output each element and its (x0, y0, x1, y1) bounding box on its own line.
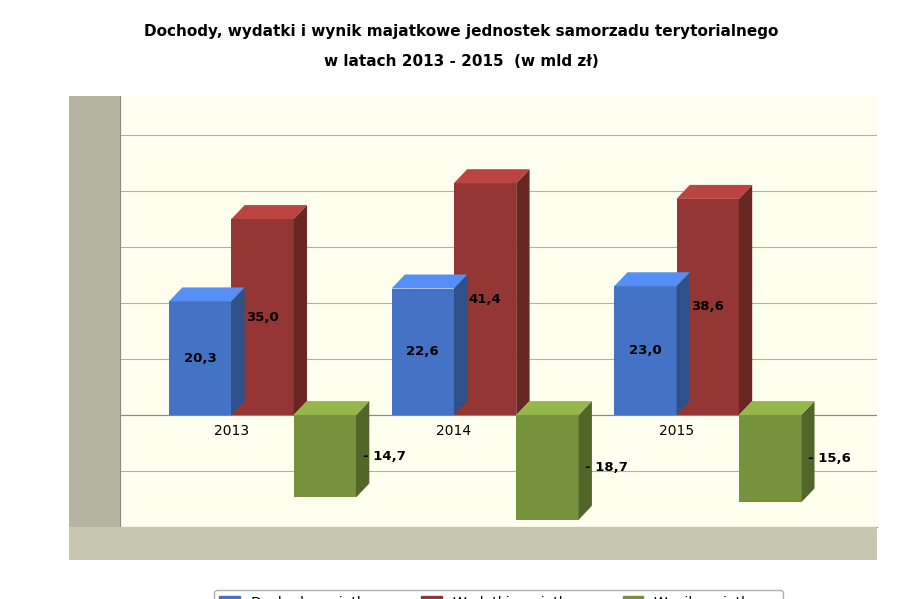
Polygon shape (391, 289, 454, 415)
Polygon shape (169, 288, 245, 301)
Polygon shape (579, 401, 592, 520)
Polygon shape (614, 273, 689, 286)
Text: 35,0: 35,0 (246, 310, 279, 323)
Text: - 15,6: - 15,6 (808, 452, 851, 465)
Polygon shape (356, 401, 369, 497)
Polygon shape (454, 183, 516, 415)
Text: w latach 2013 - 2015  (w mld zł): w latach 2013 - 2015 (w mld zł) (324, 54, 599, 69)
Polygon shape (391, 274, 467, 289)
Text: 38,6: 38,6 (691, 301, 725, 313)
Text: 2013: 2013 (214, 423, 249, 437)
Polygon shape (677, 273, 689, 415)
Text: - 14,7: - 14,7 (363, 450, 405, 463)
Polygon shape (516, 415, 579, 520)
Polygon shape (454, 169, 530, 183)
Text: 22,6: 22,6 (406, 345, 439, 358)
Polygon shape (738, 415, 801, 503)
Text: 23,0: 23,0 (629, 344, 662, 357)
Polygon shape (454, 274, 467, 415)
Polygon shape (294, 205, 307, 415)
Polygon shape (294, 415, 356, 497)
Polygon shape (232, 288, 245, 415)
Polygon shape (516, 401, 592, 415)
Polygon shape (232, 219, 294, 415)
Polygon shape (738, 185, 752, 415)
Polygon shape (516, 169, 530, 415)
Polygon shape (738, 401, 814, 415)
Text: 2014: 2014 (437, 423, 472, 437)
Polygon shape (169, 301, 232, 415)
Text: - 18,7: - 18,7 (585, 461, 629, 474)
Polygon shape (232, 205, 307, 219)
Polygon shape (677, 185, 752, 199)
Polygon shape (614, 286, 677, 415)
Polygon shape (801, 401, 814, 503)
Legend: Dochody majątkowe, Wydatki  majątkowe, Wynik majątkowy: Dochody majątkowe, Wydatki majątkowe, Wy… (214, 590, 783, 599)
Text: 41,4: 41,4 (469, 293, 501, 305)
Text: 20,3: 20,3 (184, 352, 217, 365)
Polygon shape (677, 199, 738, 415)
Text: 2015: 2015 (659, 423, 694, 437)
Text: Dochody, wydatki i wynik majatkowe jednostek samorzadu terytorialnego: Dochody, wydatki i wynik majatkowe jedno… (144, 24, 779, 39)
Polygon shape (294, 401, 369, 415)
